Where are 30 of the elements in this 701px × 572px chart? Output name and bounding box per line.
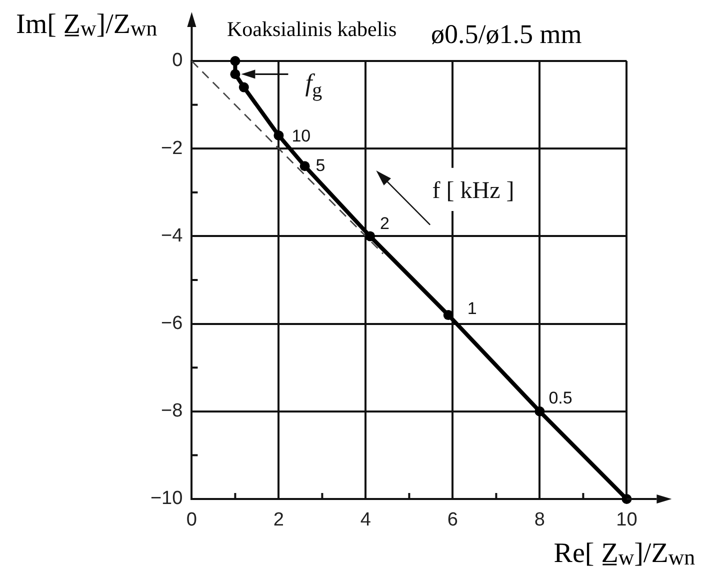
point <box>365 231 376 242</box>
y-tick-label: −10 <box>150 488 183 510</box>
annotation: 5 <box>316 156 326 176</box>
x-tick-label: 8 <box>534 510 545 531</box>
annotation: 1 <box>467 299 477 318</box>
point <box>238 82 249 92</box>
annotation: 2 <box>380 214 390 234</box>
point <box>230 56 240 66</box>
y-tick-label: −8 <box>161 400 183 422</box>
y-tick-label: −4 <box>161 225 184 246</box>
point <box>300 161 310 172</box>
point <box>230 69 240 80</box>
y-tick-label: 0 <box>172 50 183 72</box>
annotation: f [ kHz ] <box>432 178 514 204</box>
point <box>274 130 284 140</box>
x-tick-label: 10 <box>616 510 638 531</box>
point <box>443 310 454 320</box>
y-axis-title: Im[ Z̲$_{w}$]/Z$_{wn}$ <box>16 9 158 42</box>
point <box>534 406 545 416</box>
x-axis-title: Re[ Z̲$_{w}$]/Z$_{wn}$ <box>554 538 695 571</box>
annotation: 0.5 <box>548 388 572 408</box>
annotation: 10 <box>292 126 311 146</box>
x-tick-label: 4 <box>360 510 372 531</box>
x-tick-label: 0 <box>186 510 197 531</box>
y-tick-label: −6 <box>161 313 183 334</box>
x-tick-label: 2 <box>273 510 284 531</box>
x-tick-label: 6 <box>447 510 458 531</box>
chart-subtitle: ø0.5/ø1.5 mm <box>431 19 582 50</box>
y-tick-label: −2 <box>161 138 183 159</box>
chart-title: Koaksialinis kabelis <box>227 17 397 42</box>
